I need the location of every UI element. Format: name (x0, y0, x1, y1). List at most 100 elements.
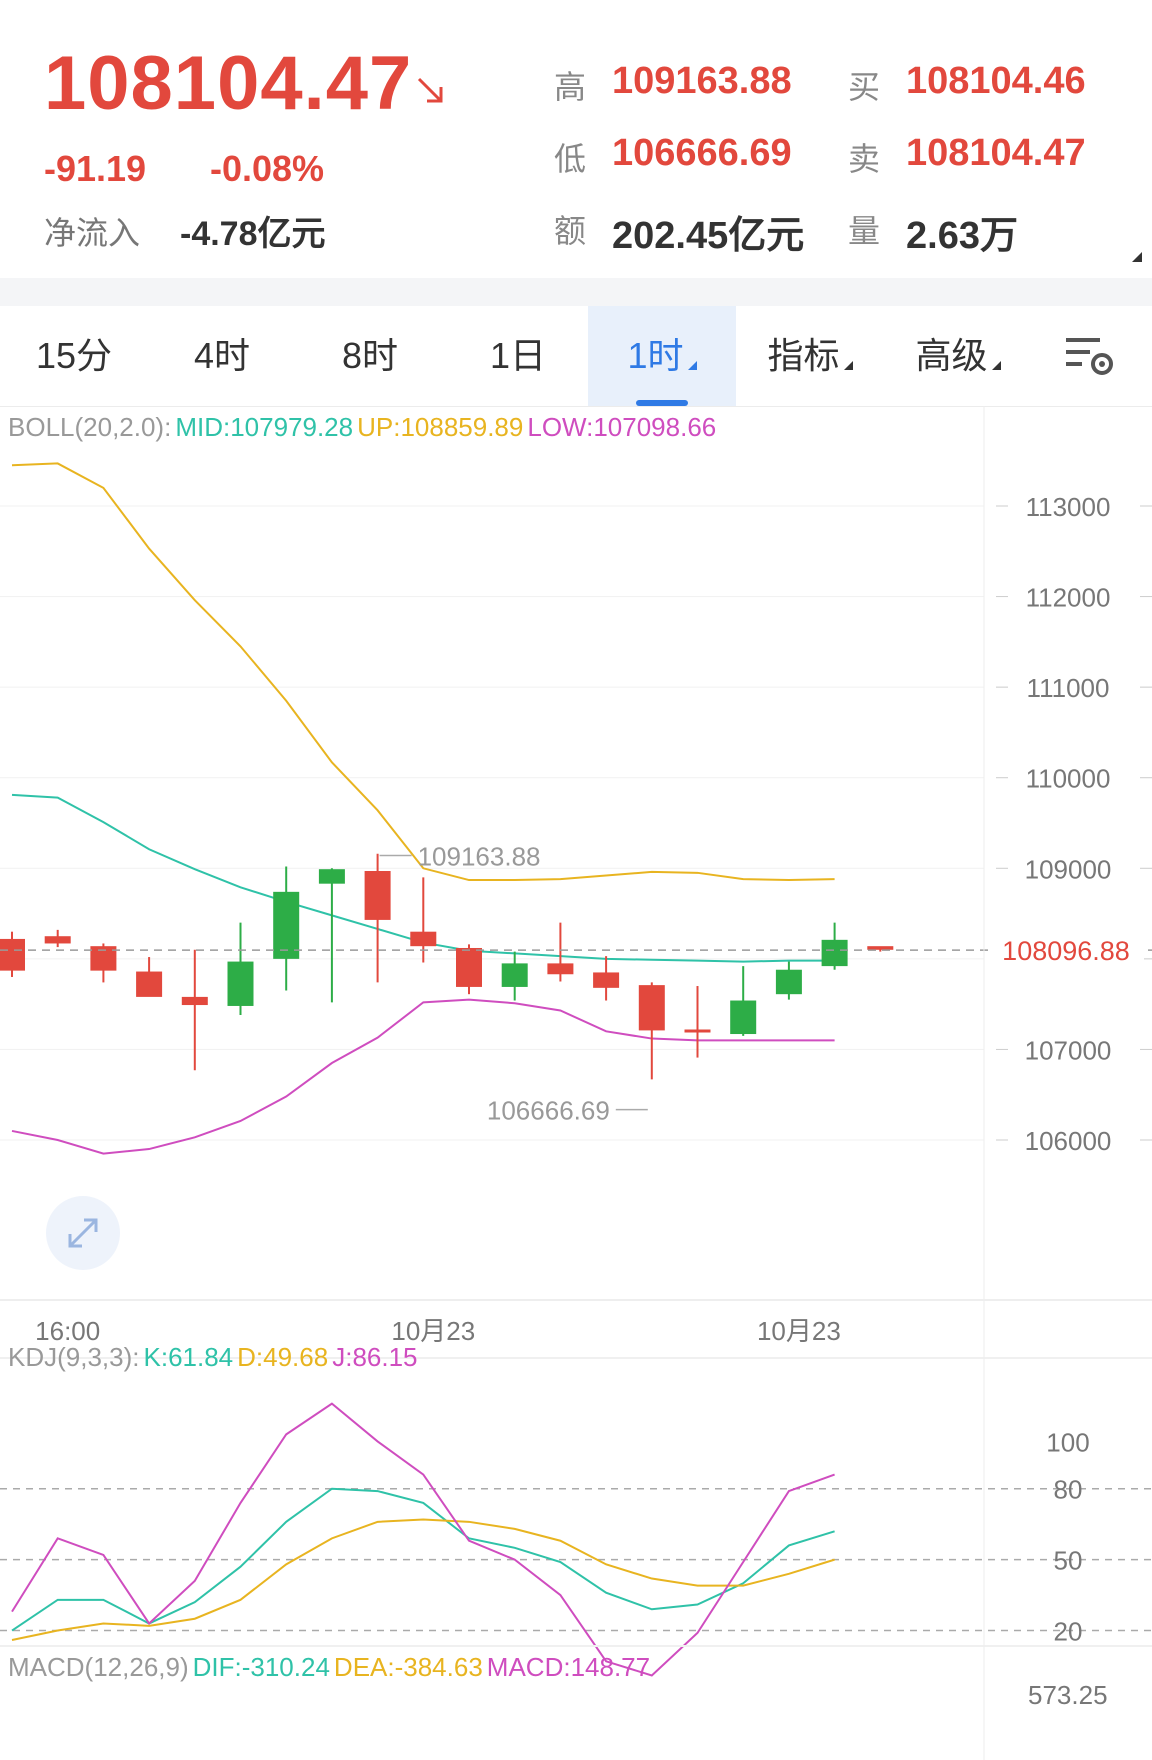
candle[interactable] (775, 961, 802, 1000)
buy-label: 买 (848, 69, 881, 105)
low-value: 106666.69 (612, 132, 792, 174)
candle-body (775, 969, 802, 995)
boll-mid: MID:107979.28 (175, 412, 354, 442)
boll-line-low (11, 998, 835, 1155)
kdj-j: J:86.15 (332, 1342, 418, 1372)
candle-body (684, 1029, 711, 1033)
candle-body (638, 985, 665, 1031)
candle[interactable] (410, 877, 437, 963)
time-axis-label: 16:00 (35, 1316, 100, 1346)
candle-body (501, 963, 528, 987)
candle-body (867, 946, 894, 950)
tab-4h[interactable]: 4时 (193, 335, 251, 376)
price-axis-label: 107000 (1025, 1035, 1112, 1065)
candle[interactable] (181, 949, 208, 1071)
price-change-pct: -0.08% (210, 148, 325, 189)
expand-arrows-icon (68, 1218, 98, 1248)
macd-value: MACD:148.77 (486, 1652, 651, 1682)
candle[interactable] (501, 951, 528, 1001)
candle[interactable] (318, 868, 345, 1003)
candle[interactable] (730, 966, 757, 1036)
volume-value: 2.63万 (906, 215, 1018, 257)
time-axis-label: 10月23 (391, 1316, 475, 1346)
candle[interactable] (227, 922, 254, 1016)
candle[interactable] (456, 944, 482, 995)
expand-chart-button[interactable] (46, 1196, 120, 1270)
price-axis-label: 109000 (1025, 854, 1112, 884)
candle[interactable] (547, 922, 574, 982)
candle[interactable] (867, 946, 894, 952)
time-axis-label: 10月23 (757, 1316, 841, 1346)
sell-value: 108104.47 (906, 132, 1086, 174)
candle-body (547, 963, 574, 975)
candle[interactable] (684, 986, 711, 1058)
candle-body (821, 939, 848, 967)
kdj-line-j (11, 1402, 835, 1677)
candle[interactable] (821, 922, 848, 970)
candle[interactable] (593, 956, 620, 1001)
kdj-chart: 100 80 50 20 (0, 1402, 1152, 1677)
tab-1d[interactable]: 1日 (489, 335, 547, 376)
candle[interactable] (136, 957, 163, 997)
candle[interactable] (364, 853, 391, 983)
candlestick-chart[interactable]: 1060001070001080001090001100001110001120… (0, 462, 1152, 1359)
candle[interactable] (273, 866, 300, 991)
price-change: -91.19 (44, 148, 147, 189)
candle-body (136, 971, 163, 997)
tab-indicators[interactable]: 指标 (736, 306, 884, 406)
tab-8h[interactable]: 8时 (341, 335, 399, 376)
period-tabs: 15分 4时 8时 1日 1时 指标 高级 (0, 306, 1152, 407)
candle-body (44, 936, 71, 944)
candle[interactable] (0, 931, 25, 977)
candle[interactable] (638, 982, 665, 1080)
macd-axis-label: 573.25 (1028, 1680, 1108, 1710)
macd-dea: DEA:-384.63 (333, 1652, 483, 1682)
candle-body (456, 947, 482, 987)
last-price: 108104.47 (44, 41, 413, 126)
macd-legend: MACD(12,26,9) DIF:-310.24 DEA:-384.63 MACD:… (8, 1652, 654, 1683)
price-axis-label: 106000 (1025, 1126, 1112, 1156)
tab-1h[interactable]: 1时 (588, 306, 736, 406)
section-divider (0, 278, 1152, 306)
boll-legend: BOLL(20,2.0): MID:107979.28 UP:108859.89 LO… (8, 412, 720, 443)
candle[interactable] (90, 943, 117, 983)
tab-advanced[interactable]: 高级 (884, 306, 1032, 406)
current-price-tag-bg (988, 930, 1144, 971)
candle[interactable] (44, 929, 71, 948)
kdj-line-d (11, 1518, 835, 1641)
dropdown-triangle-icon (687, 361, 697, 370)
quote-header: 108104.47 -91.19 -0.08% 净流入 -4.78亿元 高 10… (0, 0, 1152, 278)
candle-body (730, 1000, 757, 1035)
candle-body (318, 869, 345, 884)
current-price-label: 108096.88 (1002, 936, 1130, 966)
chart-area[interactable]: 1060001070001080001090001100001110001120… (0, 406, 1152, 1760)
high-marker-label: 109163.88 (418, 841, 541, 871)
high-value: 109163.88 (612, 60, 792, 102)
macd-title: MACD(12,26,9) (8, 1652, 189, 1682)
candle-body (410, 931, 437, 947)
kdj-axis-label: 100 (1046, 1427, 1089, 1457)
price-axis-label: 110000 (1026, 764, 1111, 794)
high-label: 高 (554, 69, 587, 105)
dropdown-triangle-icon (991, 361, 1001, 370)
candle-body (181, 996, 208, 1006)
candle-body (273, 891, 300, 959)
low-marker-label: 106666.69 (487, 1096, 610, 1126)
candle-body (227, 961, 254, 1006)
price-axis-label: 111000 (1027, 673, 1110, 703)
low-label: 低 (554, 141, 587, 177)
chart-settings-icon[interactable] (1064, 334, 1116, 378)
tab-15min[interactable]: 15分 (35, 335, 113, 376)
boll-title: BOLL(20,2.0): (8, 412, 172, 442)
amount-value: 202.45亿元 (612, 215, 805, 257)
sell-label: 卖 (848, 141, 881, 177)
volume-label: 量 (848, 213, 881, 249)
kdj-legend: KDJ(9,3,3): K:61.84 D:49.68 J:86.15 (8, 1342, 422, 1373)
boll-line-up (11, 462, 835, 882)
net-inflow-label: 净流入 (44, 215, 141, 251)
price-axis-label: 113000 (1026, 492, 1111, 522)
candle-body (364, 871, 391, 920)
kdj-d: D:49.68 (237, 1342, 329, 1372)
expand-quote-toggle[interactable] (1132, 252, 1142, 262)
candle-body (0, 938, 25, 971)
